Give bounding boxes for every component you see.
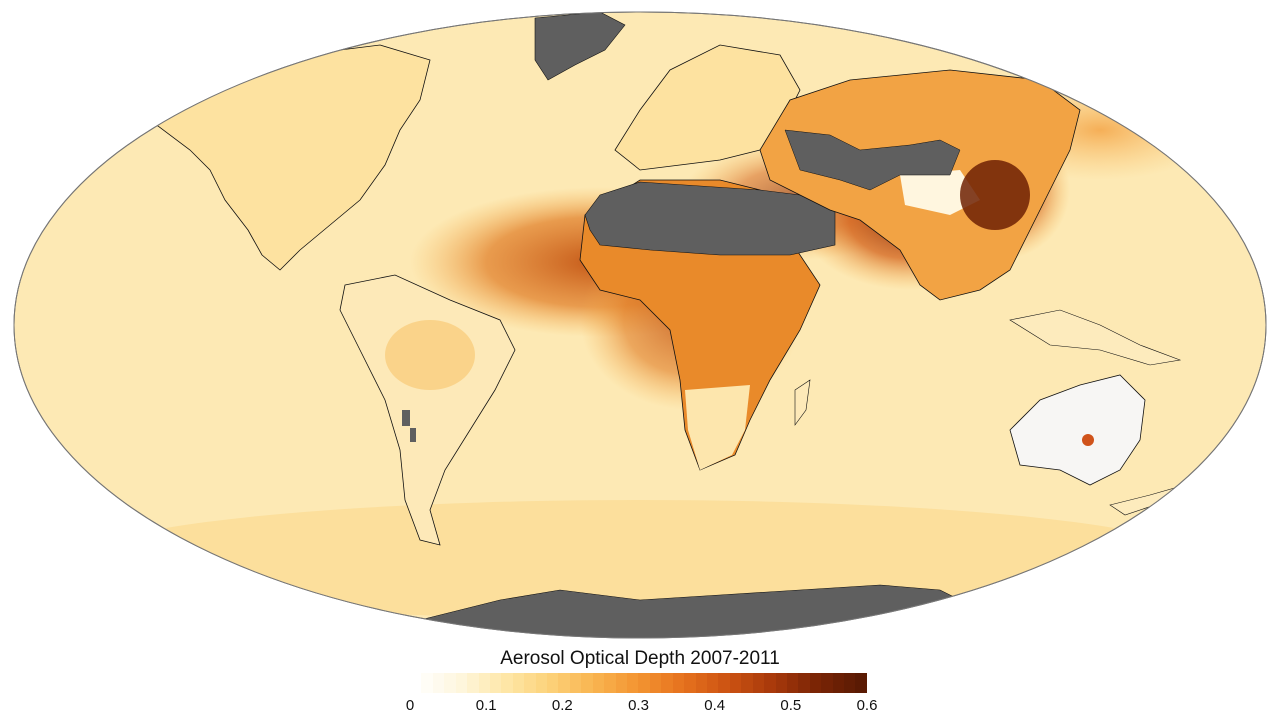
colorbar-segment [821,673,833,693]
australia [1009,374,1146,486]
legend: Aerosol Optical Depth 2007-2011 0 0.1 0.2 0… [360,646,920,716]
colorbar-tick-label: 0.2 [551,697,573,714]
colorbar-tick-label: 0.3 [628,697,649,714]
colorbar-segment [798,673,810,693]
colorbar-segment [649,673,662,693]
colorbar-segment [501,673,513,693]
globe-outline [13,11,1267,639]
colorbar-segment [524,673,536,693]
greenland-no-data [534,12,626,81]
colorbar-segment [832,673,845,693]
colorbar-segment [809,673,822,693]
colorbar-tick-label: 0.1 [475,697,497,714]
colorbar-segment [855,673,867,693]
colorbar-segment [786,673,799,693]
colorbar-segment [672,673,685,693]
colorbar-segment [421,673,433,693]
colorbar-segment [547,673,559,693]
colorbar-segment [695,673,707,693]
sahara-no-data [584,181,836,256]
colorbar-segment [627,673,639,693]
colorbar [410,673,867,693]
colorbar-segment [775,673,787,693]
legend-title: Aerosol Optical Depth 2007-2011 [500,648,780,669]
world-map [13,11,1267,639]
colorbar-ticks: 0 0.1 0.2 0.3 0.4 0.5 0.6 [406,697,878,715]
colorbar-tick-label: 0 [405,697,415,714]
colorbar-segment [478,673,490,693]
colorbar-tick-label: 0.4 [704,697,726,714]
colorbar-segment [752,673,765,693]
colorbar-segment [661,673,673,693]
colorbar-segment [615,673,628,693]
north-america [149,44,431,271]
east-china-hotspot [960,160,1030,230]
colorbar-tick-label: 0.5 [780,697,802,714]
madagascar [794,379,811,426]
australia-hotspot [1082,434,1094,446]
andes-no-data-2 [410,428,416,442]
colorbar-segment [455,673,468,693]
colorbar-segment [432,673,445,693]
colorbar-segment [706,673,719,693]
colorbar-segment [535,673,548,693]
colorbar-segment [489,673,502,693]
colorbar-segment [592,673,605,693]
colorbar-segment [581,673,593,693]
colorbar-segment [444,673,456,693]
colorbar-segment [467,673,479,693]
amazon-haze [385,320,475,390]
colorbar-segment [764,673,776,693]
colorbar-segment [844,673,856,693]
colorbar-segment [512,673,525,693]
andes-no-data-1 [402,410,410,426]
colorbar-segment [410,673,422,693]
southern-africa-pale [685,385,750,470]
central-asia-no-data [784,129,961,191]
maritime-southeast-asia [1009,309,1182,366]
colorbar-segment [569,673,582,693]
colorbar-tick-label: 0.6 [856,697,878,714]
colorbar-segment [729,673,742,693]
colorbar-segment [558,673,570,693]
colorbar-segment [718,673,730,693]
tibet-pale [900,170,980,215]
colorbar-segment [741,673,753,693]
colorbar-segment [684,673,696,693]
colorbar-segment [604,673,616,693]
colorbar-segment [638,673,650,693]
